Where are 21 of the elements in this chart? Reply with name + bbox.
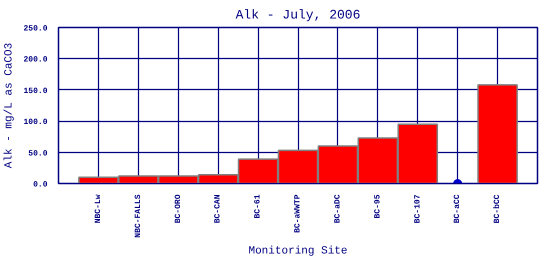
- y-tick-label: 50.0: [28, 149, 48, 158]
- x-tick-label: BC-107: [413, 194, 422, 224]
- y-tick-label: 150.0: [23, 86, 48, 96]
- x-tick-label: NBC-Lw: [94, 194, 103, 224]
- y-tick-label: 0.0: [33, 180, 48, 190]
- x-tick-label: BC-aCC: [453, 194, 462, 224]
- chart-title: Alk - July, 2006: [236, 8, 360, 22]
- x-tick-label: BC-61: [254, 194, 263, 219]
- x-tick-label: BC-95: [373, 194, 382, 219]
- x-tick-label: BC-aDC: [333, 194, 342, 224]
- y-tick-label: 250.0: [23, 24, 48, 34]
- x-tick-label: BC-ORO: [174, 194, 183, 224]
- x-tick-label: BC-CAN: [214, 194, 223, 224]
- y-tick-label: 200.0: [23, 56, 48, 65]
- x-tick-label: BC-bCC: [493, 194, 502, 224]
- x-tick-label: NBC-FALLS: [134, 194, 143, 238]
- bar: [477, 84, 518, 184]
- y-axis-title: Alk - mg/L as CaCO3: [3, 42, 16, 168]
- x-axis-title: Monitoring Site: [248, 246, 348, 258]
- x-tick-label: BC-aWWTP: [294, 194, 302, 233]
- y-tick-label: 100.0: [23, 118, 48, 128]
